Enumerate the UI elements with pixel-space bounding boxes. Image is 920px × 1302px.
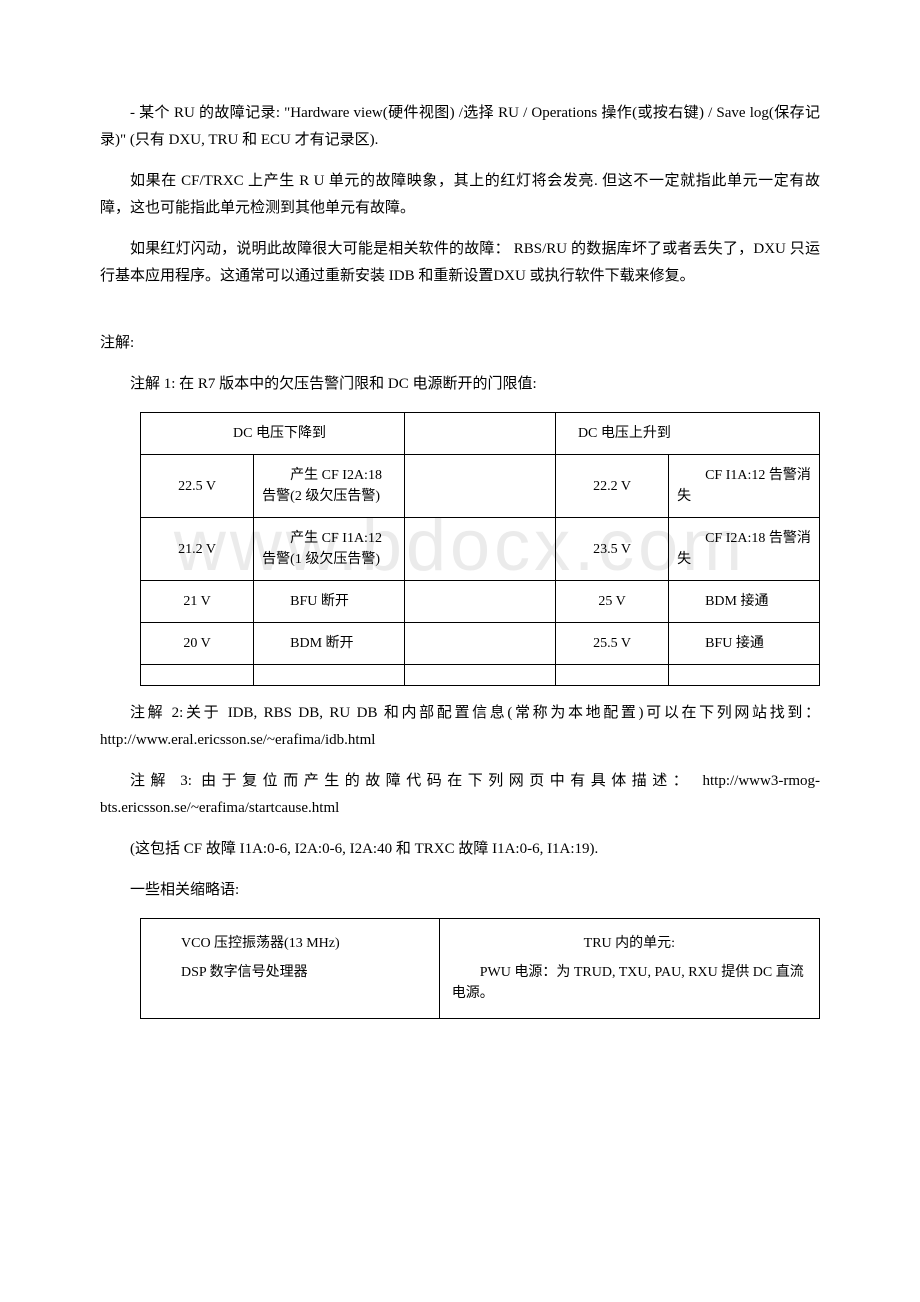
voltage-threshold-table: DC 电压下降到 DC 电压上升到 22.5 V 产生 CF I2A:18 告警…: [140, 412, 820, 686]
table-row: 20 V BDM 断开 25.5 V BFU 接通: [141, 623, 820, 665]
note1-title: 注解 1: 在 R7 版本中的欠压告警门限和 DC 电源断开的门限值:: [100, 371, 820, 398]
note3-text: 注解 3: 由于复位而产生的故障代码在下列网页中有具体描述： http://ww…: [100, 768, 820, 822]
note2-text: 注解 2:关于 IDB, RBS DB, RU DB 和内部配置信息(常称为本地…: [100, 700, 820, 754]
table-cell-spacer: [405, 581, 556, 623]
pwu-description: PWU 电源：为 TRUD, TXU, PAU, RXU 提供 DC 直流电源。: [452, 962, 807, 1004]
table-cell-spacer: [405, 623, 556, 665]
abbrev-dsp: DSP 数字信号处理器: [153, 962, 427, 983]
abbrev-vco: VCO 压控振荡器(13 MHz): [153, 933, 427, 954]
paragraph-cf-trxc: 如果在 CF/TRXC 上产生 R U 单元的故障映象，其上的红灯将会发亮. 但…: [100, 168, 820, 222]
table-cell: 21.2 V: [141, 518, 254, 581]
table-cell: 产生 CF I2A:18 告警(2 级欠压告警): [254, 455, 405, 518]
table-cell: BFU 断开: [254, 581, 405, 623]
table-cell: 产生 CF I1A:12 告警(1 级欠压告警): [254, 518, 405, 581]
table-row: VCO 压控振荡器(13 MHz) DSP 数字信号处理器 TRU 内的单元: …: [141, 919, 820, 1019]
document-content: - 某个 RU 的故障记录: "Hardware view(硬件视图) /选择 …: [100, 100, 820, 1019]
table-cell-left: VCO 压控振荡器(13 MHz) DSP 数字信号处理器: [141, 919, 440, 1019]
table-cell: [141, 665, 254, 686]
table-cell: BDM 接通: [669, 581, 820, 623]
table-cell: 20 V: [141, 623, 254, 665]
table-row: 21.2 V 产生 CF I1A:12 告警(1 级欠压告警) 23.5 V C…: [141, 518, 820, 581]
annotations-heading: 注解:: [100, 330, 820, 357]
table-cell-spacer: [405, 665, 556, 686]
table-cell: [555, 665, 668, 686]
table-row: [141, 665, 820, 686]
table-cell: BFU 接通: [669, 623, 820, 665]
table-cell: 23.5 V: [555, 518, 668, 581]
paragraph-ru-fault-log: - 某个 RU 的故障记录: "Hardware view(硬件视图) /选择 …: [100, 100, 820, 154]
note3-sub-text: (这包括 CF 故障 I1A:0-6, I2A:0-6, I2A:40 和 TR…: [100, 836, 820, 863]
table-cell-spacer: [405, 518, 556, 581]
table-cell: 25 V: [555, 581, 668, 623]
table-cell: 22.5 V: [141, 455, 254, 518]
table-cell: BDM 断开: [254, 623, 405, 665]
table-row: 21 V BFU 断开 25 V BDM 接通: [141, 581, 820, 623]
table-cell: 25.5 V: [555, 623, 668, 665]
abbreviations-table: VCO 压控振荡器(13 MHz) DSP 数字信号处理器 TRU 内的单元: …: [140, 918, 820, 1019]
table-cell: CF I2A:18 告警消失: [669, 518, 820, 581]
tru-unit-label: TRU 内的单元:: [452, 933, 807, 954]
table-header-right: DC 电压上升到: [555, 413, 819, 455]
table-cell: [254, 665, 405, 686]
table-cell-spacer: [405, 413, 556, 455]
table-cell: [669, 665, 820, 686]
table-cell-right: TRU 内的单元: PWU 电源：为 TRUD, TXU, PAU, RXU 提…: [439, 919, 819, 1019]
table-cell: CF I1A:12 告警消失: [669, 455, 820, 518]
table-row: DC 电压下降到 DC 电压上升到: [141, 413, 820, 455]
table-cell: 22.2 V: [555, 455, 668, 518]
table-cell-spacer: [405, 455, 556, 518]
table-cell: 21 V: [141, 581, 254, 623]
paragraph-red-light: 如果红灯闪动，说明此故障很大可能是相关软件的故障： RBS/RU 的数据库坏了或…: [100, 236, 820, 290]
table-row: 22.5 V 产生 CF I2A:18 告警(2 级欠压告警) 22.2 V C…: [141, 455, 820, 518]
table-header-left: DC 电压下降到: [141, 413, 405, 455]
abbreviations-heading: 一些相关缩略语:: [100, 877, 820, 904]
